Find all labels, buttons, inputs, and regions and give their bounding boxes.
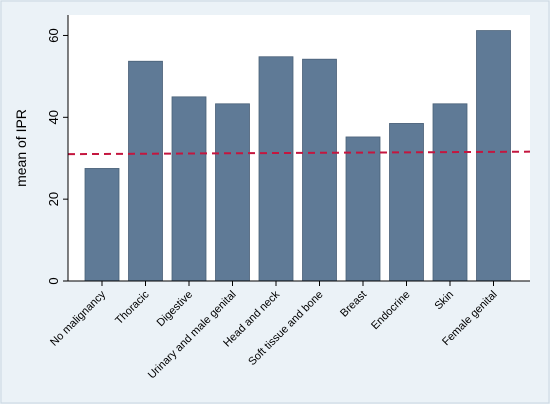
bar-endocrine: [389, 123, 424, 282]
y-tick-label: 60: [46, 28, 61, 42]
y-tick-label: 20: [46, 192, 61, 206]
bars-group: [84, 30, 511, 282]
bar-urinary-and-male-genital: [215, 103, 250, 282]
bar-thoracic: [128, 60, 163, 282]
y-tick-label: 40: [46, 110, 61, 124]
bar-breast: [345, 136, 381, 282]
bar-head-and-neck: [258, 56, 294, 282]
reference-line: [67, 150, 531, 156]
bar-female-genital: [476, 30, 511, 282]
bar-no-malignancy: [84, 168, 120, 282]
y-tick-label: 0: [46, 277, 61, 284]
bar-soft-tissue-and-bone: [302, 58, 337, 282]
bar-skin: [432, 103, 468, 282]
y-axis-label: mean of IPR: [13, 109, 29, 187]
bar-digestive: [171, 96, 207, 282]
y-ticks-group: 0 20 40 60: [46, 28, 68, 285]
